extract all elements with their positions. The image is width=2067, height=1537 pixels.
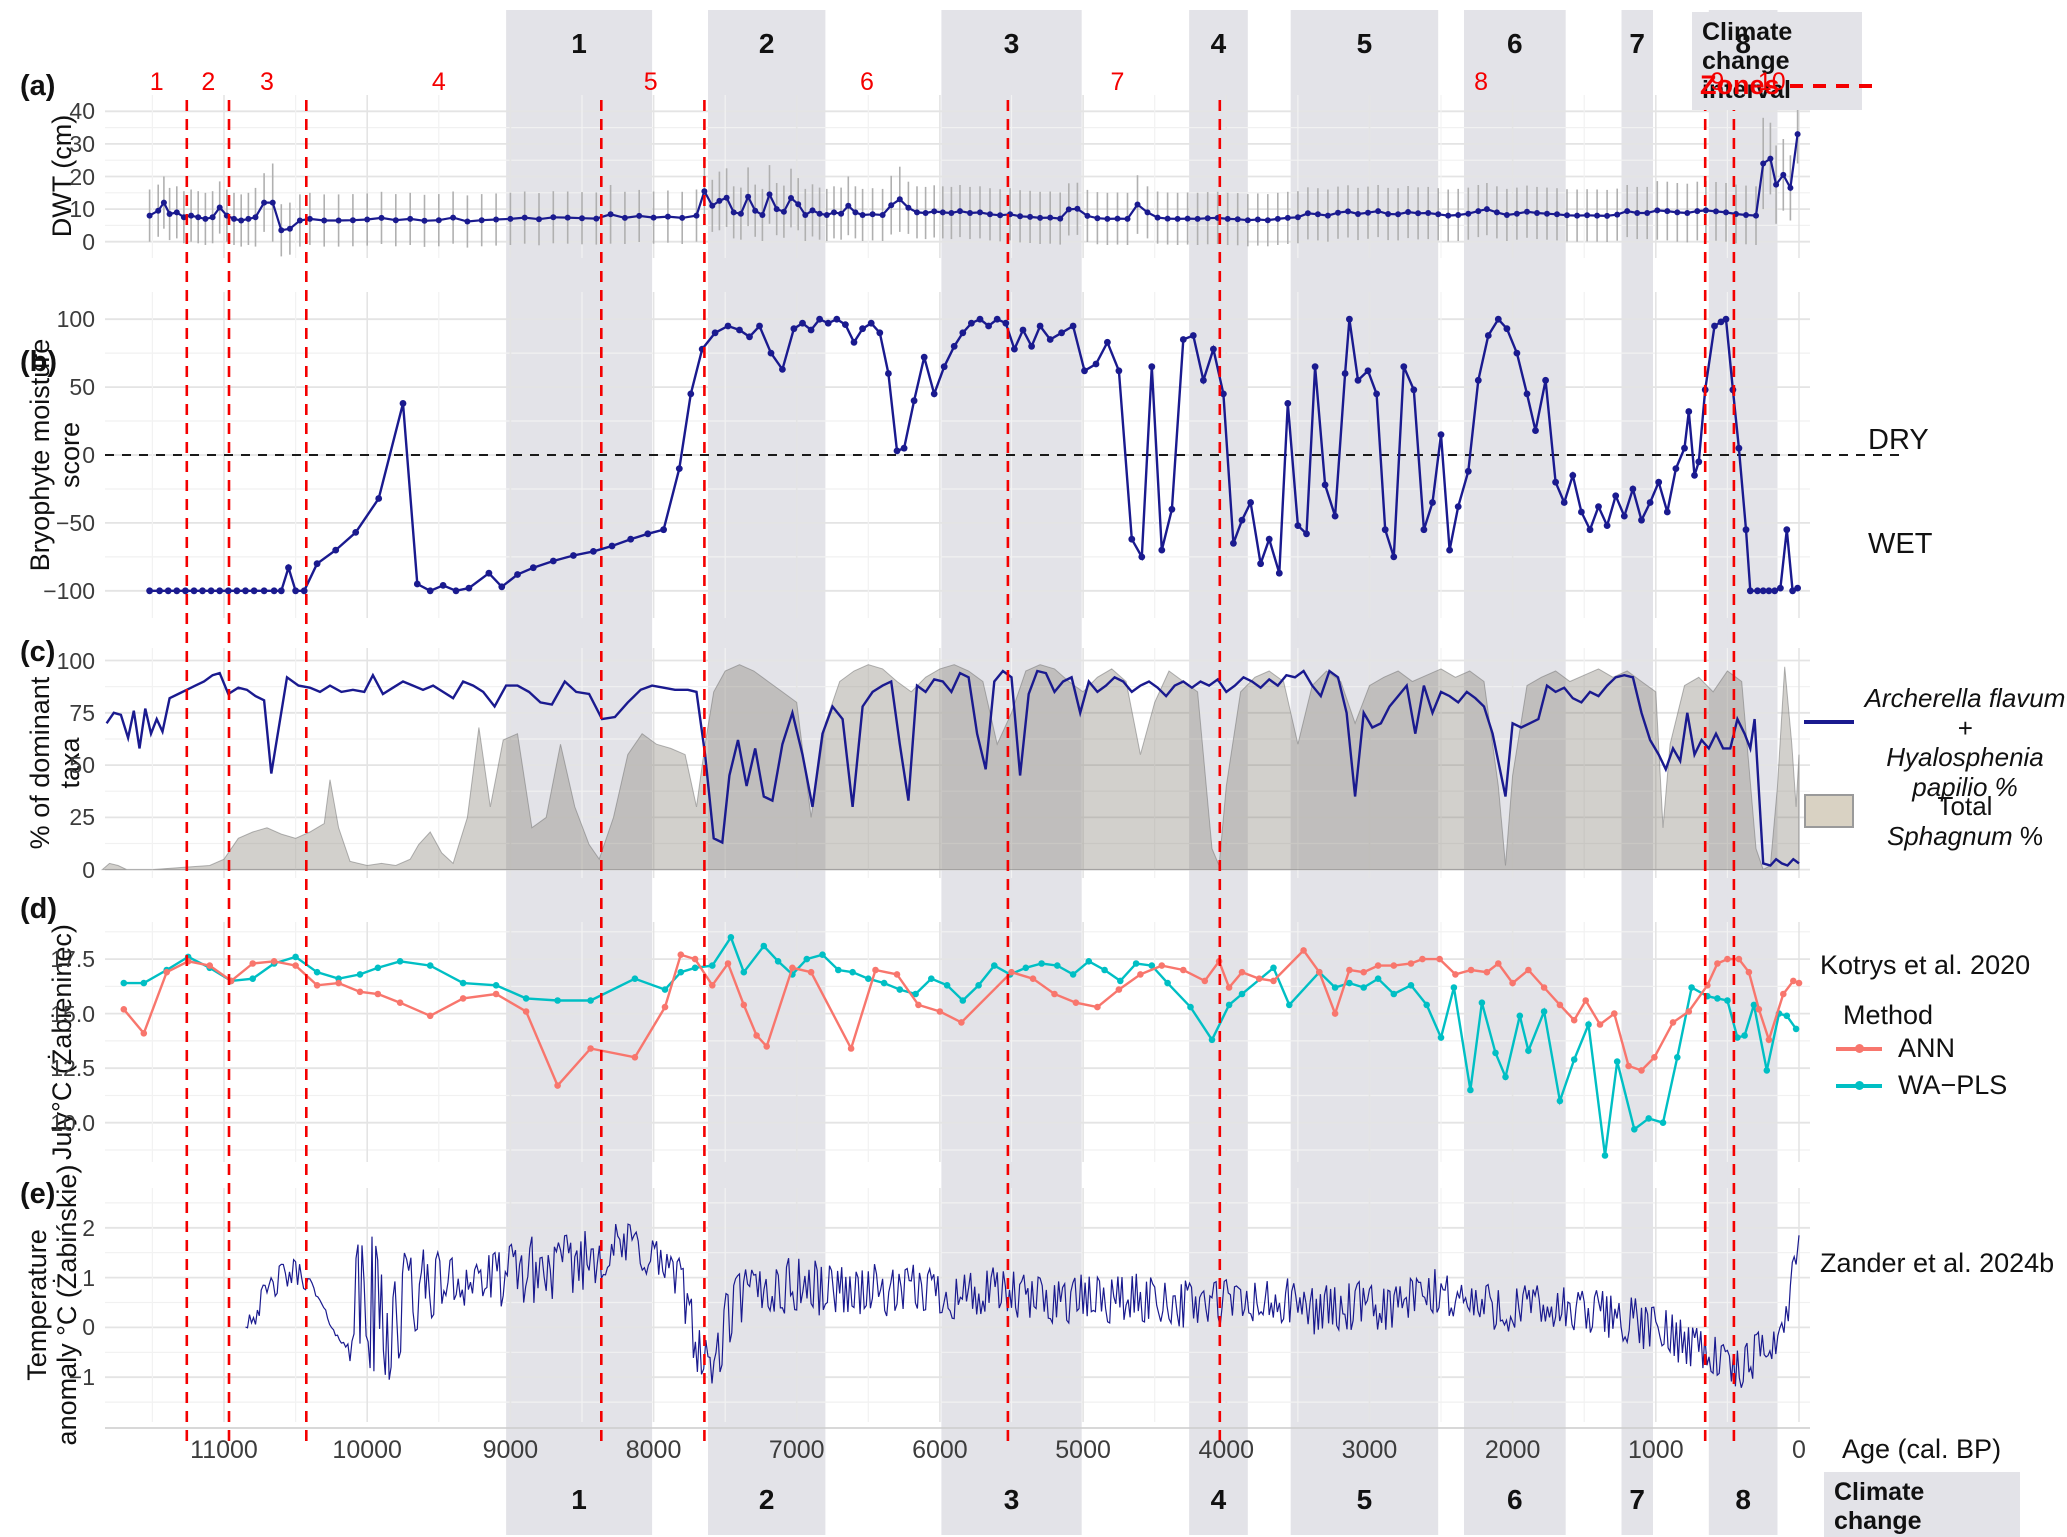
zone-boundary-lines	[185, 100, 1736, 1442]
wapls-series	[120, 934, 1800, 1159]
interval-bands	[506, 10, 1778, 1535]
anomaly-series	[245, 1223, 1800, 1388]
dwt-series	[146, 131, 1801, 234]
panel-e-grid	[105, 1188, 1810, 1422]
moisture-series	[146, 315, 1801, 595]
sphagnum-area	[100, 664, 1800, 871]
ann-series	[120, 947, 1803, 1089]
archerella-series	[105, 669, 1800, 867]
panel-d-grid	[105, 922, 1810, 1162]
